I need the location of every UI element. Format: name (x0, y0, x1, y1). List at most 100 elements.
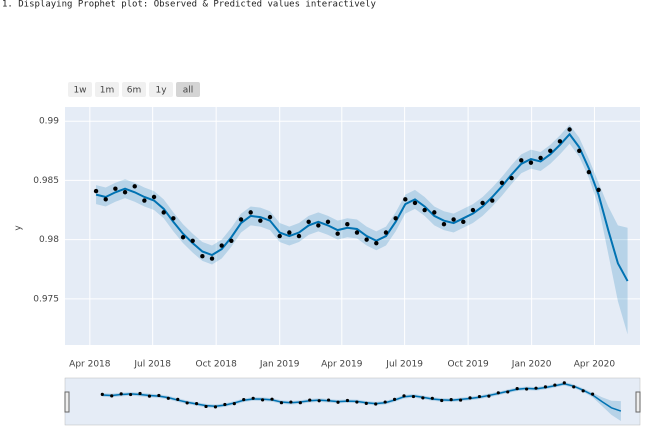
y-tick-label: 0.99 (39, 117, 59, 127)
observed-point (468, 396, 472, 400)
observed-point (298, 401, 302, 405)
range-button-label[interactable]: 1y (155, 86, 167, 96)
x-tick-label: Apr 2018 (69, 360, 111, 370)
observed-point (157, 393, 161, 398)
y-axis-label: y (14, 225, 24, 231)
x-tick-label: Apr 2019 (321, 360, 363, 370)
observed-point (441, 222, 447, 227)
range-button[interactable] (122, 82, 146, 97)
observed-point (374, 402, 378, 406)
observed-point (364, 401, 368, 405)
observed-point (393, 216, 398, 221)
observed-point (557, 139, 563, 144)
observed-point (138, 391, 142, 396)
range-button[interactable] (95, 82, 119, 97)
observed-point (248, 210, 253, 215)
observed-point (213, 405, 218, 409)
observed-point (277, 233, 282, 239)
range-button-label[interactable]: all (183, 86, 194, 96)
observed-point (267, 214, 273, 220)
observed-point (336, 400, 340, 404)
observed-point (383, 400, 387, 404)
x-tick-label: Oct 2019 (447, 360, 489, 370)
observed-point (354, 230, 360, 235)
observed-point (185, 401, 189, 405)
observed-point (93, 188, 99, 194)
observed-point (103, 197, 108, 202)
range-button-label[interactable]: 1w (73, 86, 86, 96)
slider-handle[interactable] (64, 391, 70, 413)
observed-point (477, 394, 482, 399)
observed-point (383, 230, 389, 235)
observed-point (581, 389, 585, 393)
observed-point (279, 401, 284, 405)
observed-point (402, 394, 406, 398)
plot-area (65, 107, 640, 345)
observed-point (577, 148, 582, 154)
observed-point (572, 385, 576, 389)
observed-point (562, 381, 566, 385)
observed-point (496, 391, 500, 395)
observed-point (461, 219, 466, 225)
observed-point (190, 238, 195, 244)
observed-point (219, 243, 224, 248)
uncertainty-band (96, 124, 628, 335)
observed-point (232, 401, 236, 406)
observed-point (451, 217, 456, 222)
observed-point (553, 383, 557, 387)
range-button[interactable] (68, 82, 92, 97)
observed-point (176, 397, 180, 402)
observed-point (119, 392, 123, 396)
observed-point (100, 392, 104, 396)
observed-point (142, 198, 147, 203)
observed-point (548, 148, 553, 154)
observed-point (345, 222, 350, 227)
observed-point (586, 169, 592, 175)
observed-point (122, 190, 128, 195)
observed-point (345, 398, 350, 403)
observed-point (499, 180, 505, 185)
observed-point (411, 394, 416, 399)
range-button-label[interactable]: 1m (100, 86, 115, 96)
observed-point (326, 398, 331, 402)
slider-handle[interactable] (635, 391, 641, 413)
observed-point (316, 223, 321, 228)
range-button[interactable] (149, 82, 173, 97)
observed-point (151, 194, 157, 200)
x-tick-label: Jan 2019 (259, 360, 300, 370)
observed-point (480, 200, 485, 206)
range-button-label[interactable]: 6m (127, 86, 142, 96)
observed-point (306, 219, 311, 225)
observed-point (204, 404, 208, 409)
forecast-line (95, 132, 629, 282)
observed-point (538, 155, 543, 161)
observed-point (223, 402, 227, 407)
observed-point (534, 386, 538, 390)
observed-point (440, 398, 444, 403)
observed-point (403, 197, 408, 202)
observed-point (132, 184, 137, 189)
observed-point (200, 253, 205, 259)
observed-point (308, 398, 312, 402)
observed-point (128, 392, 133, 397)
heading: 1. Displaying Prophet plot: Observed & P… (2, 0, 376, 10)
x-tick-label: Oct 2018 (196, 360, 238, 370)
observed-point (335, 231, 340, 236)
observed-point (487, 394, 491, 398)
observed-point (270, 397, 274, 401)
y-tick-label: 0.975 (33, 294, 59, 304)
observed-point (519, 158, 524, 163)
observed-point (449, 398, 453, 402)
observed-point (296, 233, 302, 239)
observed-point (364, 237, 369, 242)
observed-point (147, 394, 152, 398)
observed-point (317, 399, 321, 403)
observed-point (355, 400, 359, 404)
range-button[interactable] (176, 82, 200, 97)
observed-point (432, 210, 437, 215)
observed-point (258, 218, 263, 223)
x-tick-label: Jan 2020 (511, 360, 552, 370)
observed-point (238, 217, 244, 222)
observed-point (260, 398, 265, 402)
observed-point (251, 396, 255, 400)
